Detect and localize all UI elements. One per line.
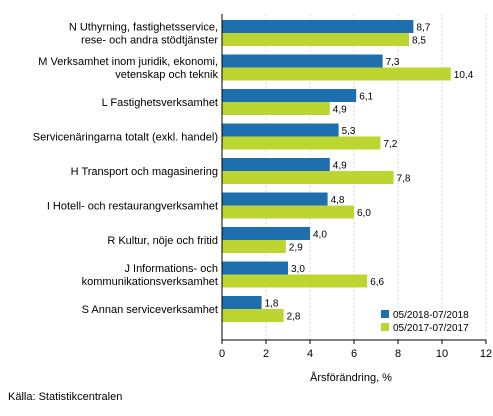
bar [222, 240, 286, 253]
category-label: rese- och andra stödtjänster [81, 35, 218, 47]
x-tick-label: 10 [436, 348, 448, 360]
value-label: 4,9 [333, 161, 347, 172]
category-label: I Hotell- och restaurangverksamhet [47, 201, 218, 213]
legend: 05/2018-07/2018 05/2017-07/2017 [381, 310, 469, 334]
value-label: 5,3 [342, 126, 356, 137]
legend-label: 05/2017-07/2017 [393, 323, 469, 334]
value-label: 1,8 [265, 299, 279, 310]
value-label: 6,6 [370, 277, 384, 288]
bar [222, 67, 451, 81]
legend-swatch [381, 323, 389, 331]
category-label: H Transport och magasinering [71, 166, 218, 178]
bar [222, 33, 409, 46]
bar [222, 102, 330, 115]
category-label: L Fastighetsverksamhet [102, 97, 218, 109]
category-label: M Verksamhet inom juridik, ekonomi, [38, 56, 218, 68]
bars [222, 20, 451, 322]
source-note: Källa: Statistikcentralen [8, 391, 123, 403]
bar [222, 123, 339, 137]
x-tick-label: 0 [219, 348, 225, 360]
legend-label: 05/2018-07/2018 [393, 310, 469, 321]
value-label: 4,9 [333, 105, 347, 116]
category-label: kommunikationsverksamhet [82, 276, 218, 288]
bar [222, 192, 328, 206]
value-labels: 8,7 8,5 7,3 10,4 6,1 4,9 5,3 7,2 4,9 7,8 4,8 6,0 4,0… [265, 23, 474, 323]
x-tick-label: 2 [263, 348, 269, 360]
bar [222, 20, 414, 33]
bar [222, 227, 310, 240]
value-label: 10,4 [454, 70, 474, 81]
bar [222, 54, 383, 68]
value-label: 2,9 [289, 243, 303, 254]
value-label: 4,8 [331, 195, 345, 206]
category-label: R Kultur, nöje och fritid [107, 235, 218, 247]
x-tick-label: 12 [480, 348, 492, 360]
x-tick-label: 6 [351, 348, 357, 360]
bar [222, 296, 262, 309]
value-label: 3,0 [291, 264, 305, 275]
bar [222, 261, 288, 275]
category-label: S Annan serviceverksamhet [82, 304, 218, 316]
bar [222, 89, 357, 102]
x-tick-label: 8 [395, 348, 401, 360]
x-tick-label: 4 [307, 348, 313, 360]
x-axis-title: Årsförändring, % [310, 371, 392, 384]
legend-swatch [381, 310, 389, 318]
value-label: 6,1 [359, 92, 373, 103]
value-label: 7,3 [386, 57, 400, 68]
category-label: vetenskap och teknik [115, 69, 218, 81]
category-label: Servicenäringarna totalt (exkl. handel) [33, 132, 218, 144]
value-label: 8,7 [416, 23, 430, 34]
bar [222, 171, 394, 184]
value-label: 4,0 [313, 230, 327, 241]
bar [222, 274, 368, 288]
value-label: 7,8 [397, 174, 411, 185]
bar [222, 309, 284, 322]
category-label: N Uthyrning, fastighetsservice, [69, 22, 218, 34]
category-labels: N Uthyrning, fastighetsservice,rese- och… [33, 22, 219, 317]
bar [222, 136, 381, 150]
category-label: J Informations- och [124, 263, 218, 275]
bar [222, 205, 354, 219]
value-label: 8,5 [412, 36, 426, 47]
value-label: 6,0 [357, 208, 371, 219]
value-label: 2,8 [287, 312, 301, 323]
x-axis: 0 2 4 6 8 10 12 [219, 14, 492, 360]
value-label: 7,2 [383, 139, 397, 150]
bar [222, 158, 330, 171]
